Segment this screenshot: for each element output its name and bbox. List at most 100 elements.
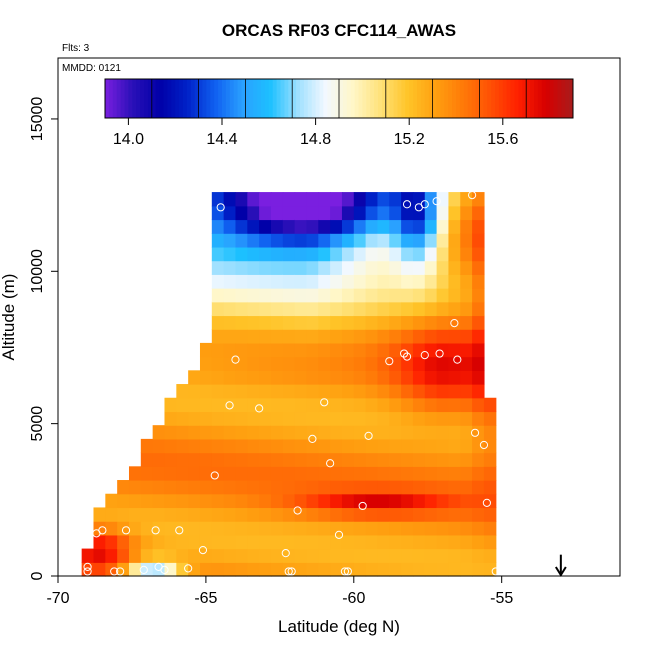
heat-cell xyxy=(412,315,426,330)
heat-cell xyxy=(365,452,379,467)
heat-cell xyxy=(341,425,355,440)
colorbar-swatch xyxy=(471,79,476,118)
heat-cell xyxy=(353,342,367,358)
colorbar-swatch xyxy=(510,79,515,118)
heat-cell xyxy=(436,521,450,536)
heat-cell xyxy=(282,192,296,207)
heat-cell xyxy=(341,534,355,550)
colorbar-swatch xyxy=(120,79,125,118)
heat-cell xyxy=(294,534,308,550)
heat-cell xyxy=(472,192,485,207)
heat-cell xyxy=(294,219,308,234)
heat-cell xyxy=(341,342,355,358)
heat-cell xyxy=(448,192,461,207)
heat-cell xyxy=(235,342,248,358)
heat-cell xyxy=(223,246,237,262)
sample-marker xyxy=(175,526,184,535)
heat-cell xyxy=(377,205,390,221)
heat-cell xyxy=(436,534,450,550)
heat-cell xyxy=(270,507,284,522)
heat-cell xyxy=(341,548,355,563)
heat-cell xyxy=(401,411,414,426)
x-tick-label: -65 xyxy=(194,590,217,607)
heat-cell xyxy=(270,425,284,440)
heat-cell xyxy=(389,466,402,481)
heat-cell xyxy=(330,288,343,303)
heat-cell xyxy=(412,548,426,563)
heat-cell xyxy=(128,507,142,522)
heat-cell xyxy=(448,507,461,522)
sample-marker xyxy=(340,567,350,576)
heat-cell xyxy=(365,370,379,385)
heat-cell xyxy=(247,507,260,522)
heat-cell xyxy=(247,548,260,563)
heat-cell xyxy=(401,260,414,275)
heat-cell xyxy=(306,411,319,426)
heat-cell xyxy=(259,507,272,522)
heat-cell xyxy=(318,192,331,207)
heat-cell xyxy=(176,397,189,413)
heat-cell xyxy=(211,370,225,385)
heat-cell xyxy=(318,370,331,385)
heat-cell xyxy=(247,219,260,234)
colorbar-swatch xyxy=(537,79,543,118)
heat-cell xyxy=(318,384,331,399)
heat-cell xyxy=(81,548,95,563)
heat-cell xyxy=(330,219,343,234)
colorbar-swatch xyxy=(518,79,523,118)
heat-cell xyxy=(223,562,237,577)
heat-cell xyxy=(401,397,414,413)
heat-cell xyxy=(401,288,414,303)
heat-cell xyxy=(247,562,260,577)
sample-marker xyxy=(399,349,409,358)
heat-cell xyxy=(211,521,225,536)
heat-cell xyxy=(436,274,450,289)
colorbar-swatch xyxy=(440,79,445,118)
heat-cell xyxy=(460,493,473,509)
heat-cell xyxy=(318,493,331,509)
heat-cell xyxy=(389,507,402,522)
heat-cell xyxy=(270,534,284,550)
heat-cell xyxy=(341,493,355,509)
heat-cell xyxy=(176,425,189,440)
heat-cell xyxy=(318,288,331,303)
colorbar-swatch xyxy=(549,79,554,118)
heat-cell xyxy=(188,562,201,577)
heat-cell xyxy=(235,219,248,234)
heat-cell xyxy=(424,274,438,289)
heat-cell xyxy=(472,534,485,550)
heat-cell xyxy=(460,480,473,495)
heat-cell xyxy=(436,205,450,221)
colorbar-swatch xyxy=(389,79,395,118)
heat-cell xyxy=(330,411,343,426)
heat-cell xyxy=(294,246,308,262)
heat-cell xyxy=(176,562,189,577)
heat-cell xyxy=(223,288,237,303)
heat-cell xyxy=(259,534,272,550)
heat-cell xyxy=(365,246,379,262)
sample-marker xyxy=(287,567,296,576)
heat-cell xyxy=(436,233,450,248)
heat-cell xyxy=(436,438,450,454)
heat-cell xyxy=(389,192,402,207)
sample-marker xyxy=(420,350,429,360)
heat-cell xyxy=(401,329,414,344)
heat-cell xyxy=(152,480,166,495)
heat-cell xyxy=(211,384,225,399)
heat-cell xyxy=(377,548,390,563)
heat-cell xyxy=(223,260,237,275)
heat-cell xyxy=(353,219,367,234)
heat-cell xyxy=(176,548,189,563)
heat-cell xyxy=(176,452,189,467)
colorbar-swatch xyxy=(229,79,235,118)
heat-cell xyxy=(306,452,319,467)
heat-cell xyxy=(235,356,248,371)
heat-cell xyxy=(282,411,296,426)
heat-cell xyxy=(448,521,461,536)
heat-cell xyxy=(247,452,260,467)
heat-cell xyxy=(424,342,438,358)
heat-cell xyxy=(341,466,355,481)
heat-cell xyxy=(235,480,248,495)
heat-cell xyxy=(270,315,284,330)
heat-cell xyxy=(460,438,473,454)
